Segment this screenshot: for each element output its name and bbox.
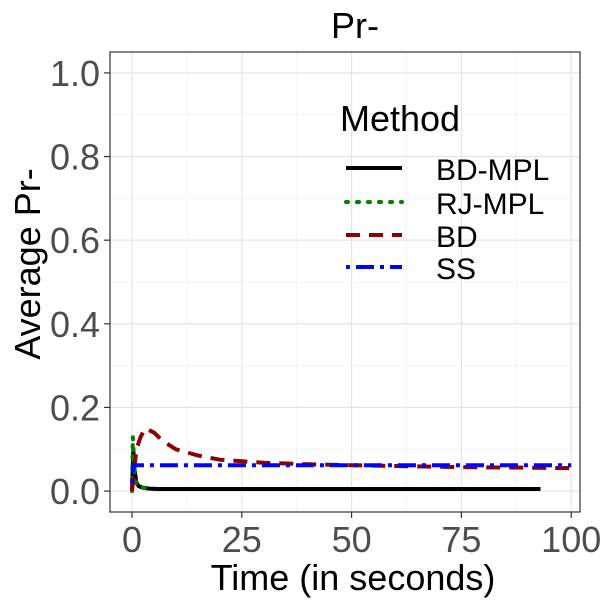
legend-label-bd-mpl: BD-MPL — [436, 154, 549, 187]
y-tick-label: 0.0 — [50, 471, 100, 512]
x-tick-label: 0 — [122, 519, 142, 560]
legend-label-ss: SS — [436, 253, 476, 286]
y-tick-label: 0.4 — [50, 304, 100, 345]
legend-label-rj-mpl: RJ-MPL — [436, 188, 544, 221]
x-tick-label: 50 — [332, 519, 372, 560]
y-axis-label: Average Pr- — [7, 168, 48, 359]
legend-title: Method — [340, 98, 460, 139]
y-tick-label: 1.0 — [50, 53, 100, 94]
plot-panel — [109, 51, 581, 513]
y-tick-label: 0.6 — [50, 220, 100, 261]
x-tick-label: 25 — [222, 519, 262, 560]
legend-label-bd: BD — [436, 221, 478, 254]
chart-title: Pr- — [331, 5, 379, 46]
x-tick-label: 100 — [541, 519, 601, 560]
series-line-ss — [130, 462, 572, 483]
y-tick-label: 0.2 — [50, 387, 100, 428]
x-axis-label: Time (in seconds) — [211, 557, 496, 598]
series-layer — [130, 426, 572, 494]
grid — [110, 52, 580, 512]
y-tick-label: 0.8 — [50, 137, 100, 178]
axis-ticks: 0 25 50 75 100 0.0 0.2 0.4 0.6 0.8 1.0 — [50, 53, 601, 560]
series-line-rj-mpl — [130, 434, 152, 494]
x-tick-label: 75 — [441, 519, 481, 560]
